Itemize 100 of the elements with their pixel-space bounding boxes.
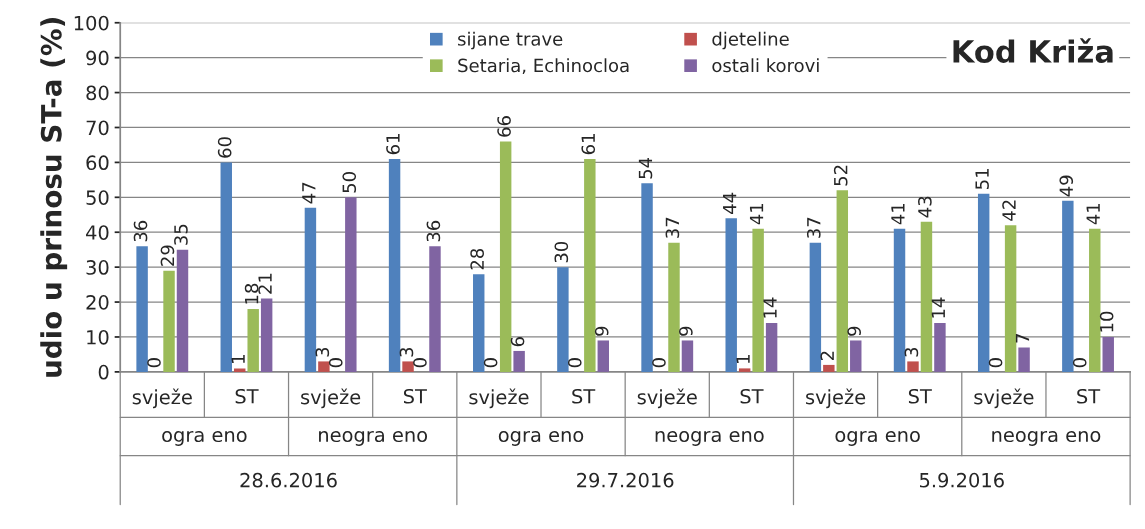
data-label: 0 (1072, 358, 1087, 368)
data-label: 36 (133, 220, 148, 242)
bar (1018, 347, 1030, 372)
bar (513, 350, 525, 372)
y-tick-label: 100 (74, 15, 109, 31)
bar (499, 141, 512, 372)
data-label: 9 (594, 326, 609, 336)
data-label: 10 (1099, 311, 1114, 332)
x-tick-label: svježe (469, 388, 529, 409)
bar (345, 197, 357, 372)
data-label: 3 (904, 347, 919, 357)
data-label: 54 (638, 157, 653, 179)
data-label: 41 (749, 203, 764, 225)
bar (641, 183, 653, 372)
text: 5.9.2016 (920, 472, 1004, 488)
data-label: 29 (160, 245, 175, 266)
bar (1089, 228, 1101, 372)
bar (934, 323, 946, 372)
bar (304, 207, 317, 372)
bar (584, 158, 596, 372)
data-label: 49 (1059, 175, 1074, 197)
bar (260, 298, 273, 372)
bar (681, 340, 694, 372)
data-label: 36 (426, 220, 441, 242)
bar (388, 158, 401, 372)
data-label: 28 (470, 248, 484, 270)
chart-title: Kod Križa (953, 38, 1113, 64)
y-tick-label: 40 (86, 225, 109, 240)
bar (318, 361, 330, 372)
x-tick-label: ST (235, 388, 259, 404)
bar (163, 270, 175, 372)
data-label: 18 (244, 283, 259, 304)
text: ogra eno (162, 430, 247, 446)
legend-label: Setaria, Echinocloa (458, 58, 629, 75)
bar (1102, 336, 1114, 372)
bar (473, 274, 485, 372)
bar (920, 221, 933, 372)
x-tick-label: svježe (637, 388, 697, 409)
data-label: 37 (806, 217, 821, 238)
data-label: 9 (679, 326, 693, 336)
data-label: 35 (174, 224, 188, 245)
data-label: 52 (833, 165, 848, 186)
bar (836, 190, 849, 372)
data-label: 43 (918, 196, 932, 218)
bar (234, 368, 246, 372)
x-tick-label: ST (572, 388, 596, 404)
legend-label: sijane trave (458, 31, 563, 50)
data-label: 9 (847, 326, 861, 336)
bar (597, 340, 610, 372)
text: neogra eno (655, 430, 764, 446)
data-label: 41 (1086, 203, 1100, 225)
y-tick-label: 10 (87, 329, 109, 345)
data-label: 47 (302, 182, 316, 204)
text: ogra eno (835, 430, 920, 446)
text: neogra eno (992, 430, 1101, 446)
bar (907, 361, 919, 372)
y-tick-label: 30 (86, 260, 109, 275)
y-tick-label: 60 (86, 155, 109, 171)
data-label: 0 (567, 358, 582, 368)
data-label: 0 (483, 358, 498, 368)
data-label: 7 (1015, 334, 1030, 343)
data-label: 61 (386, 134, 400, 155)
bar (725, 218, 737, 372)
bar (977, 193, 990, 372)
text: ogra eno (498, 430, 584, 446)
data-label: 0 (147, 358, 161, 368)
bar (220, 162, 232, 372)
y-axis-title: udio u prinosu ST-a (%) (40, 18, 68, 377)
x-tick-label: ST (908, 388, 932, 404)
data-label: 1 (736, 355, 750, 363)
x-tick-label: svježe (806, 388, 866, 409)
bar (557, 267, 569, 372)
data-label: 3 (399, 347, 414, 357)
bar (752, 228, 764, 372)
data-label: 0 (652, 358, 666, 368)
data-label: 0 (413, 358, 427, 368)
data-label: 41 (891, 203, 905, 225)
y-tick-label: 20 (86, 295, 109, 310)
bar (136, 246, 148, 372)
x-tick-label: ST (740, 388, 764, 404)
data-label: 0 (988, 358, 1003, 368)
data-label: 51 (975, 169, 989, 189)
bar (247, 309, 259, 372)
data-label: 37 (665, 217, 680, 238)
data-label: 3 (315, 347, 330, 357)
data-label: 6 (510, 337, 525, 347)
bar (402, 361, 414, 372)
bar (429, 246, 441, 372)
data-label: 60 (217, 137, 232, 158)
y-tick-label: 50 (86, 190, 109, 205)
data-label: 44 (723, 192, 737, 214)
y-tick-label: 0 (98, 364, 109, 380)
text: 29.7.2016 (577, 472, 674, 488)
data-label: 42 (1002, 200, 1016, 221)
y-tick-label: 80 (86, 85, 109, 101)
x-tick-label: ST (1077, 388, 1101, 404)
bar (850, 340, 862, 372)
legend-label: ostali korovi (712, 58, 819, 73)
data-label: 66 (497, 116, 511, 137)
data-label: 61 (581, 134, 596, 155)
